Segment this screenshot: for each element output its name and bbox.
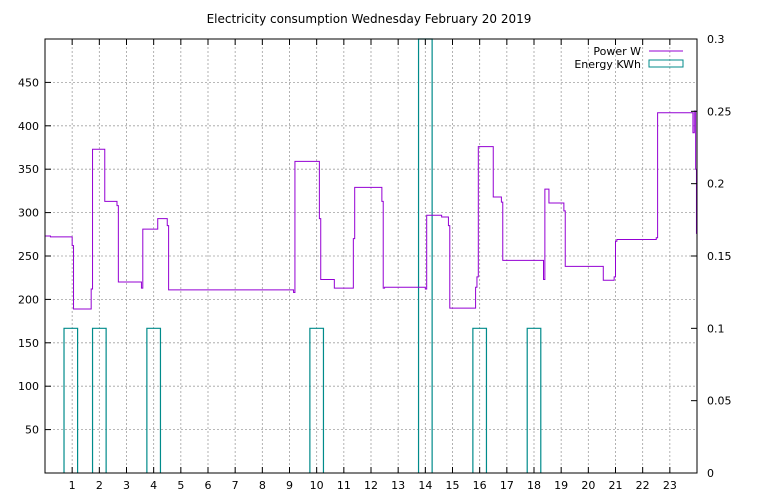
- grid: [45, 39, 697, 473]
- x-tick-label: 11: [337, 479, 351, 492]
- x-tick-label: 12: [364, 479, 378, 492]
- axis-ticks: 1 2 3 4 5 6 7 8 9 10 11 12 13 14 15 16 17 18 19 20 21 22 23501…: [18, 33, 732, 492]
- power-line: [45, 110, 697, 310]
- x-tick-label: 5: [177, 479, 184, 492]
- x-tick-label: 10: [310, 479, 324, 492]
- y2-tick-label: 0.05: [707, 395, 732, 408]
- y-tick-label: 250: [18, 250, 39, 263]
- y-tick-label: 300: [18, 207, 39, 220]
- x-tick-label: 9: [286, 479, 293, 492]
- x-tick-label: 16: [473, 479, 487, 492]
- energy-bar: [91, 327, 107, 473]
- y2-tick-label: 0: [707, 467, 714, 480]
- legend-energy-label: Energy KWh: [574, 58, 641, 71]
- x-tick-label: 1: [69, 479, 76, 492]
- x-tick-label: 17: [500, 479, 514, 492]
- x-tick-label: 14: [418, 479, 432, 492]
- y-tick-label: 150: [18, 337, 39, 350]
- x-tick-label: 7: [232, 479, 239, 492]
- x-tick-label: 2: [96, 479, 103, 492]
- x-tick-label: 8: [259, 479, 266, 492]
- power-line-group: [45, 110, 697, 310]
- energy-bar: [146, 327, 162, 473]
- y-tick-label: 450: [18, 76, 39, 89]
- x-tick-label: 6: [205, 479, 212, 492]
- y2-tick-label: 0.15: [707, 250, 732, 263]
- energy-bar: [309, 327, 325, 473]
- x-tick-label: 19: [554, 479, 568, 492]
- y-tick-label: 350: [18, 163, 39, 176]
- x-tick-label: 13: [391, 479, 405, 492]
- y2-tick-label: 0.25: [707, 105, 732, 118]
- energy-bar: [63, 327, 79, 473]
- x-tick-label: 22: [636, 479, 650, 492]
- legend-energy-swatch: [648, 59, 684, 68]
- x-tick-label: 15: [446, 479, 460, 492]
- y-tick-label: 100: [18, 380, 39, 393]
- y2-tick-label: 0.1: [707, 322, 725, 335]
- energy-bar: [472, 327, 488, 473]
- x-tick-label: 18: [527, 479, 541, 492]
- x-tick-label: 23: [663, 479, 677, 492]
- y-tick-label: 200: [18, 293, 39, 306]
- y-tick-label: 400: [18, 120, 39, 133]
- y-tick-label: 50: [25, 424, 39, 437]
- x-tick-label: 4: [150, 479, 157, 492]
- y2-tick-label: 0.3: [707, 33, 725, 46]
- energy-bar: [526, 327, 542, 473]
- x-tick-label: 3: [123, 479, 130, 492]
- legend-power-label: Power W: [593, 45, 641, 58]
- x-tick-label: 21: [609, 479, 623, 492]
- x-tick-label: 20: [581, 479, 595, 492]
- legend: Power W Energy KWh: [574, 45, 684, 71]
- chart-title: Electricity consumption Wednesday Februa…: [207, 12, 532, 26]
- y2-tick-label: 0.2: [707, 178, 725, 191]
